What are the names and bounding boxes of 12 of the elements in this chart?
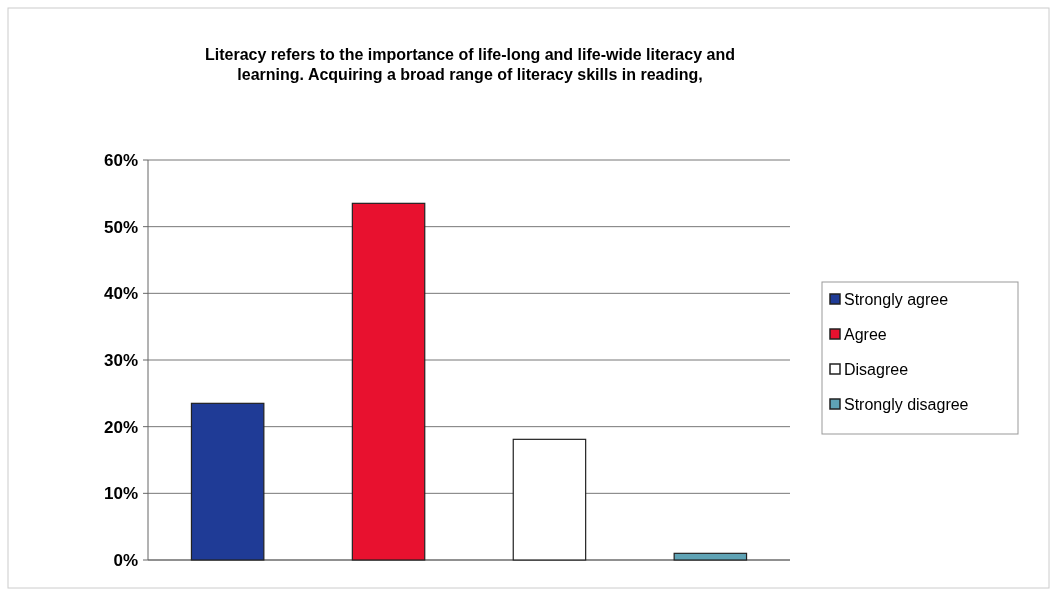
y-tick-label: 40%	[103, 284, 138, 304]
y-tick-label: 10%	[103, 484, 138, 504]
y-tick-label: 50%	[103, 217, 138, 237]
y-tick-label: 60%	[103, 150, 138, 170]
legend-label: Strongly disagree	[844, 395, 969, 413]
y-tick-label: 30%	[103, 350, 138, 370]
y-tick-label: 20%	[103, 417, 138, 437]
legend-label: Disagree	[844, 360, 909, 378]
legend-label: Strongly agree	[844, 290, 949, 308]
chart-title: Literacy refers to the importance of life-long and life-wide literacy and learning. Acquiring a broad range of literacy skills in reading,	[205, 46, 735, 83]
legend-label: Agree	[844, 325, 887, 343]
y-tick-label: 0%	[113, 550, 138, 570]
